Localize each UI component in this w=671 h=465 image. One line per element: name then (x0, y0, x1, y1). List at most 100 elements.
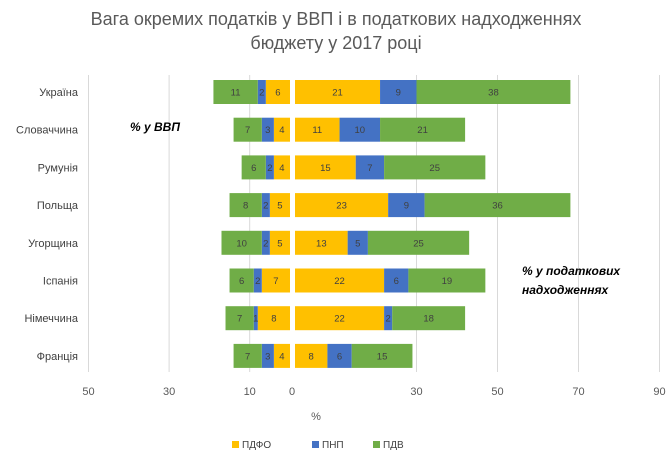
data-label-left-пнп-4: 2 (263, 238, 268, 249)
data-label-left-пдв-2: 6 (251, 163, 256, 174)
legend-label-1: ПНП (322, 440, 344, 451)
category-label-2: Румунія (38, 162, 78, 174)
right-tick-label-2: 70 (572, 386, 584, 398)
data-label-right-пнп-6: 2 (386, 314, 391, 325)
data-label-left-пнп-6: 1 (253, 314, 258, 325)
bar-right-пдв-1 (380, 117, 466, 142)
data-label-right-пнп-7: 6 (337, 351, 342, 362)
data-label-right-пдфо-1: 11 (312, 125, 322, 136)
data-label-left-пдфо-1: 4 (279, 125, 284, 136)
bar-right-пнп-5 (384, 268, 409, 293)
bar-right-пдфо-7 (295, 343, 328, 368)
bar-right-пдфо-2 (295, 155, 356, 180)
right-tick-label-0: 30 (410, 386, 422, 398)
bar-left-пнп-1 (261, 117, 274, 142)
category-label-3: Польща (37, 200, 79, 212)
left-tick-label-1: 30 (163, 386, 175, 398)
bar-right-пдфо-0 (295, 80, 381, 104)
left-tick-label-2: 10 (244, 386, 256, 398)
legend-label-2: ПДВ (383, 440, 404, 451)
category-label-1: Словаччина (16, 125, 79, 137)
bar-left-пдв-4 (221, 230, 262, 255)
data-label-left-пдв-0: 11 (231, 88, 241, 99)
data-label-left-пнп-3: 2 (263, 201, 268, 212)
data-label-right-пдв-6: 18 (423, 314, 434, 325)
legend: ПДФО ПНП ПДВ (232, 440, 404, 451)
bar-left-пнп-6 (253, 306, 258, 331)
bar-right-пнп-3 (388, 193, 425, 218)
category-label-0: Україна (39, 87, 79, 99)
data-label-right-пдфо-0: 21 (332, 88, 343, 99)
bar-left-пдфо-4 (269, 230, 290, 255)
right-panel-annotation-line-1: % у податкових (522, 264, 621, 278)
data-label-left-пдв-7: 7 (245, 351, 250, 362)
category-label-7: Франція (37, 351, 78, 363)
bar-right-пдфо-1 (295, 117, 340, 142)
legend-swatch-0 (232, 441, 239, 448)
data-label-left-пнп-7: 3 (265, 351, 270, 362)
data-label-left-пнп-5: 2 (255, 276, 260, 287)
bar-right-пнп-4 (347, 230, 368, 255)
legend-swatch-2 (373, 441, 380, 448)
data-label-left-пдфо-5: 7 (273, 276, 278, 287)
data-label-right-пдфо-5: 22 (334, 276, 345, 287)
data-label-left-пдв-6: 7 (237, 314, 242, 325)
bar-left-пдв-0 (213, 80, 258, 104)
category-label-4: Угорщина (28, 238, 79, 250)
bar-right-пнп-7 (327, 343, 352, 368)
data-label-right-пнп-4: 5 (355, 238, 360, 249)
legend-swatch-1 (312, 441, 319, 448)
bar-right-пдфо-3 (295, 193, 389, 218)
bar-left-пдв-3 (229, 193, 262, 218)
data-label-right-пнп-2: 7 (367, 163, 372, 174)
data-label-left-пнп-2: 2 (267, 163, 272, 174)
bar-left-пнп-7 (261, 343, 274, 368)
right-tick-label-1: 50 (491, 386, 503, 398)
bar-left-пнп-3 (261, 193, 270, 218)
data-label-right-пдфо-7: 8 (309, 351, 314, 362)
chart-title-line-2: бюджету у 2017 році (250, 33, 421, 53)
data-label-right-пдв-1: 21 (417, 125, 428, 136)
data-label-left-пдв-1: 7 (245, 125, 250, 136)
bar-left-пнп-5 (253, 268, 262, 293)
bar-right-пдфо-4 (295, 230, 348, 255)
data-label-left-пдв-5: 6 (239, 276, 244, 287)
data-label-right-пдв-4: 25 (413, 238, 424, 249)
data-label-right-пдв-3: 36 (492, 201, 503, 212)
bar-left-пдфо-6 (257, 306, 290, 331)
bar-left-пнп-0 (257, 80, 266, 104)
data-label-left-пдфо-0: 6 (275, 88, 280, 99)
x-axis-label: % (311, 411, 321, 423)
bar-right-пдфо-5 (295, 268, 385, 293)
data-label-right-пнп-5: 6 (394, 276, 399, 287)
data-label-left-пдфо-2: 4 (279, 163, 284, 174)
data-label-right-пдфо-2: 15 (320, 163, 331, 174)
right-panel-annotation-line-2: надходженнях (522, 283, 610, 297)
right-tick-label-3: 90 (653, 386, 665, 398)
bar-left-пдфо-0 (265, 80, 290, 104)
bar-right-пнп-0 (380, 80, 417, 104)
legend-label-0: ПДФО (242, 440, 271, 451)
data-label-right-пдв-2: 25 (429, 163, 440, 174)
bar-right-пдв-2 (384, 155, 486, 180)
data-label-left-пдфо-6: 8 (271, 314, 276, 325)
chart-title-line-1: Вага окремих податків у ВВП і в податков… (91, 9, 582, 29)
bar-left-пдфо-1 (273, 117, 290, 142)
data-label-left-пдфо-3: 5 (277, 201, 282, 212)
data-label-right-пнп-3: 9 (404, 201, 409, 212)
data-label-left-пдфо-7: 4 (279, 351, 284, 362)
bar-left-пдфо-2 (273, 155, 290, 180)
data-label-right-пнп-1: 10 (355, 125, 366, 136)
bar-right-пнп-2 (355, 155, 385, 180)
data-label-right-пдфо-6: 22 (334, 314, 345, 325)
bar-left-пдв-5 (229, 268, 254, 293)
data-label-right-пдв-5: 19 (442, 276, 453, 287)
left-tick-label-3: 0 (289, 386, 295, 398)
data-label-right-пдв-0: 38 (488, 88, 499, 99)
bar-left-пдфо-7 (273, 343, 290, 368)
data-label-right-пдфо-4: 13 (316, 238, 327, 249)
category-labels: Україна Словаччина Румунія Польща Угорщина Іс… (16, 87, 79, 363)
bar-right-пдв-0 (416, 80, 571, 104)
data-label-right-пдфо-3: 23 (336, 201, 347, 212)
